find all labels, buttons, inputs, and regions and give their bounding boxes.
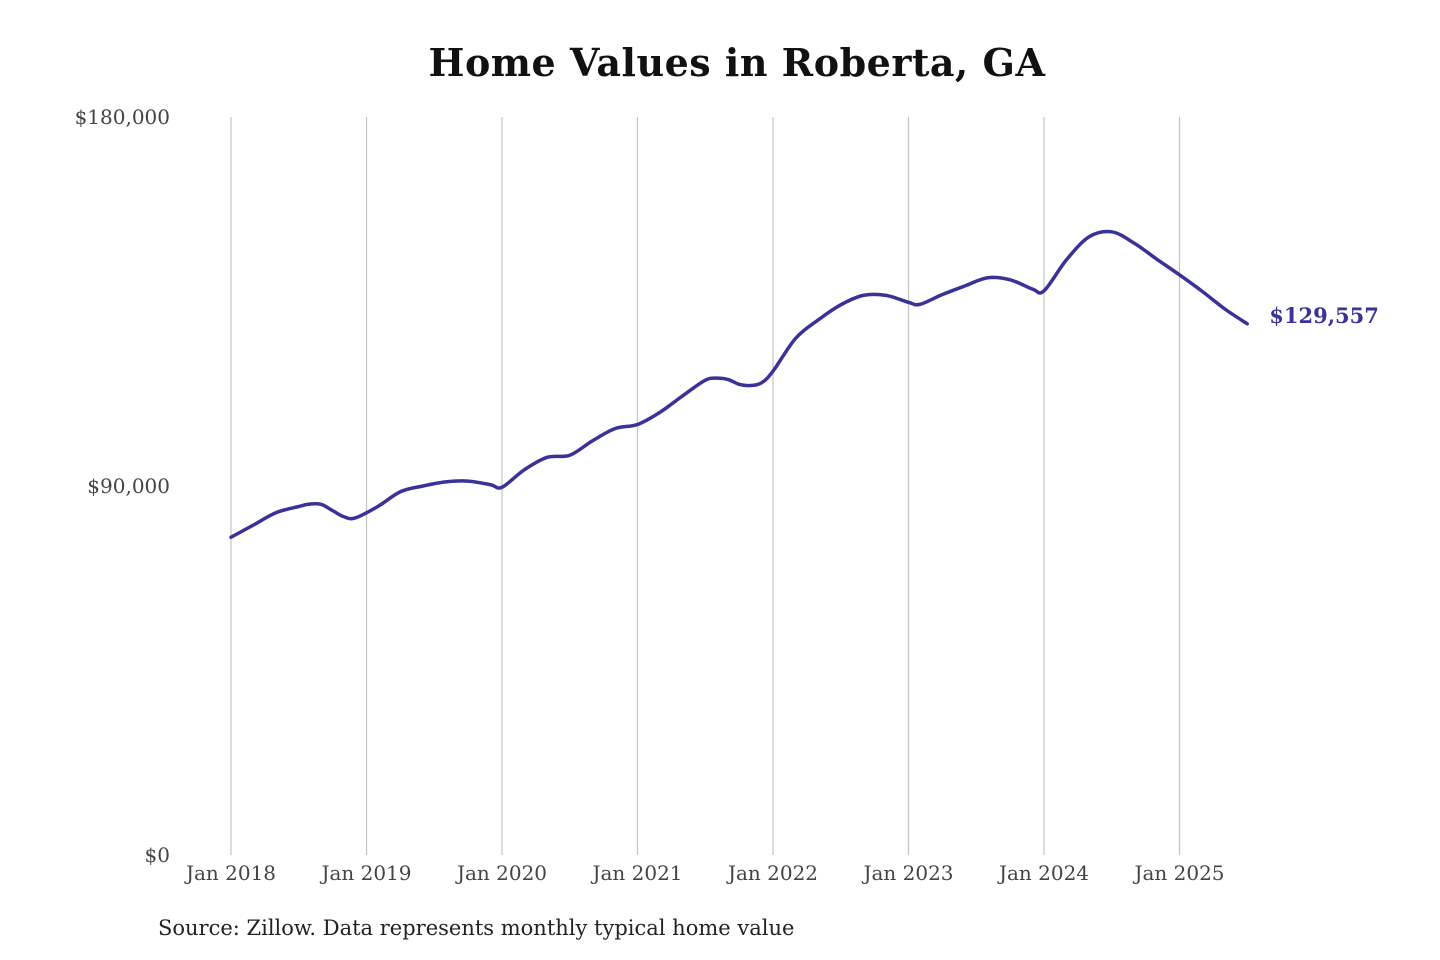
series-line	[229, 229, 1249, 539]
source-note: Source: Zillow. Data represents monthly …	[158, 916, 795, 940]
chart-title: Home Values in Roberta, GA	[428, 40, 1046, 85]
x-tick-label: Jan 2019	[319, 861, 411, 885]
x-tick-label: Jan 2020	[455, 861, 547, 885]
y-tick-label: $90,000	[87, 474, 170, 498]
y-tick-label: $0	[145, 843, 170, 867]
series-layer	[229, 229, 1249, 539]
y-axis-ticks: $180,000 $90,000 $0	[75, 105, 170, 867]
end-value-label: $129,557	[1269, 303, 1379, 328]
y-tick-label: $180,000	[75, 105, 170, 129]
x-tick-label: Jan 2024	[997, 861, 1089, 885]
x-tick-label: Jan 2025	[1132, 861, 1224, 885]
x-tick-label: Jan 2023	[861, 861, 953, 885]
x-tick-label: Jan 2021	[590, 861, 682, 885]
x-tick-label: Jan 2022	[726, 861, 818, 885]
vertical-gridlines	[230, 117, 1181, 855]
end-label-layer: $129,557	[1269, 303, 1379, 328]
x-tick-label: Jan 2018	[184, 861, 276, 885]
x-axis-ticks: Jan 2018 Jan 2019 Jan 2020 Jan 2021 Jan 2022…	[184, 861, 1225, 885]
